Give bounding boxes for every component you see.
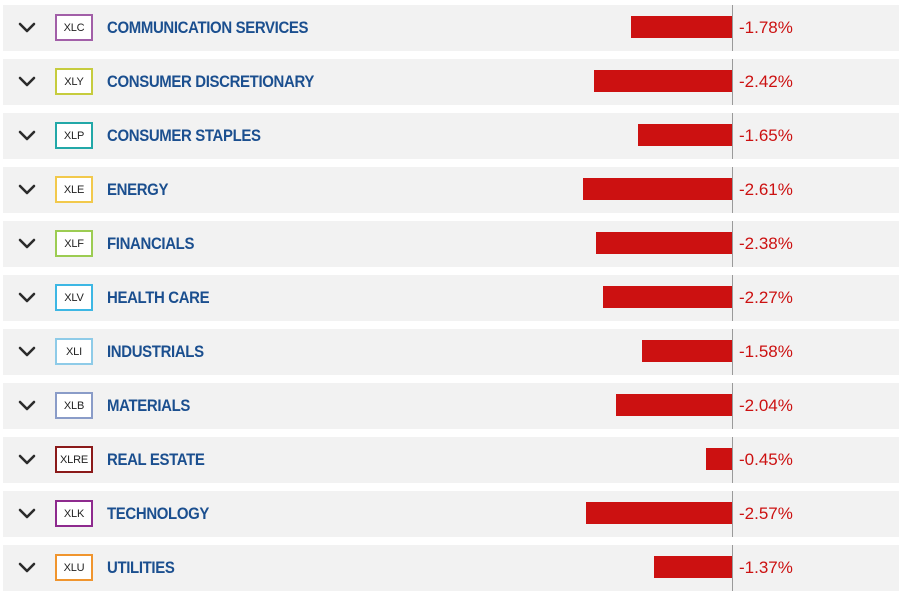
zero-axis-line [732, 437, 733, 483]
change-bar [638, 124, 732, 146]
sector-name-link[interactable]: CONSUMER DISCRETIONARY [107, 72, 314, 91]
ticker-badge: XLK [55, 500, 93, 527]
sector-name-link[interactable]: INDUSTRIALS [107, 342, 204, 361]
sector-name-link[interactable]: FINANCIALS [107, 234, 195, 253]
zero-axis-line [732, 275, 733, 321]
ticker-badge: XLV [55, 284, 93, 311]
ticker-badge: XLF [55, 230, 93, 257]
change-percent: -2.42% [739, 72, 793, 91]
sector-row[interactable]: XLB MATERIALS -2.04% [3, 383, 899, 429]
sector-name-link[interactable]: ENERGY [107, 180, 169, 199]
zero-axis-line [732, 59, 733, 105]
change-percent: -2.57% [739, 504, 793, 523]
sector-row[interactable]: XLE ENERGY -2.61% [3, 167, 899, 213]
change-bar [583, 178, 732, 200]
sector-row[interactable]: XLC COMMUNICATION SERVICES -1.78% [3, 5, 899, 51]
change-bar [654, 556, 732, 578]
ticker-badge: XLC [55, 14, 93, 41]
change-percent: -1.37% [739, 558, 793, 577]
zero-axis-line [732, 329, 733, 375]
change-percent: -1.58% [739, 342, 793, 361]
sector-name-link[interactable]: COMMUNICATION SERVICES [107, 18, 309, 37]
chevron-down-icon[interactable] [17, 180, 37, 200]
sector-name-link[interactable]: CONSUMER STAPLES [107, 126, 261, 145]
ticker-badge: XLB [55, 392, 93, 419]
zero-axis-line [732, 167, 733, 213]
change-bar [631, 16, 732, 38]
change-percent: -2.61% [739, 180, 793, 199]
change-percent: -1.78% [739, 18, 793, 37]
zero-axis-line [732, 221, 733, 267]
change-percent: -2.27% [739, 288, 793, 307]
change-bar [616, 394, 732, 416]
sector-name-link[interactable]: TECHNOLOGY [107, 504, 210, 523]
ticker-badge: XLU [55, 554, 93, 581]
change-percent: -2.04% [739, 396, 793, 415]
zero-axis-line [732, 383, 733, 429]
ticker-badge: XLI [55, 338, 93, 365]
zero-axis-line [732, 113, 733, 159]
sector-name-link[interactable]: UTILITIES [107, 558, 175, 577]
sector-row[interactable]: XLY CONSUMER DISCRETIONARY -2.42% [3, 59, 899, 105]
change-percent: -1.65% [739, 126, 793, 145]
change-percent: -2.38% [739, 234, 793, 253]
zero-axis-line [732, 5, 733, 51]
chevron-down-icon[interactable] [17, 558, 37, 578]
chevron-down-icon[interactable] [17, 450, 37, 470]
sector-row[interactable]: XLI INDUSTRIALS -1.58% [3, 329, 899, 375]
sector-row[interactable]: XLF FINANCIALS -2.38% [3, 221, 899, 267]
change-bar [642, 340, 732, 362]
sector-row[interactable]: XLP CONSUMER STAPLES -1.65% [3, 113, 899, 159]
chevron-down-icon[interactable] [17, 342, 37, 362]
chevron-down-icon[interactable] [17, 126, 37, 146]
sector-name-link[interactable]: REAL ESTATE [107, 450, 205, 469]
sector-row[interactable]: XLU UTILITIES -1.37% [3, 545, 899, 591]
ticker-badge: XLE [55, 176, 93, 203]
sector-row[interactable]: XLV HEALTH CARE -2.27% [3, 275, 899, 321]
ticker-badge: XLY [55, 68, 93, 95]
zero-axis-line [732, 491, 733, 537]
change-bar [596, 232, 732, 254]
change-bar [586, 502, 732, 524]
change-percent: -0.45% [739, 450, 793, 469]
zero-axis-line [732, 545, 733, 591]
chevron-down-icon[interactable] [17, 18, 37, 38]
sector-row[interactable]: XLRE REAL ESTATE -0.45% [3, 437, 899, 483]
chevron-down-icon[interactable] [17, 504, 37, 524]
chevron-down-icon[interactable] [17, 72, 37, 92]
change-bar [603, 286, 732, 308]
ticker-badge: XLRE [55, 446, 93, 473]
sector-name-link[interactable]: MATERIALS [107, 396, 190, 415]
sector-row[interactable]: XLK TECHNOLOGY -2.57% [3, 491, 899, 537]
chevron-down-icon[interactable] [17, 396, 37, 416]
change-bar [594, 70, 732, 92]
chevron-down-icon[interactable] [17, 288, 37, 308]
change-bar [706, 448, 732, 470]
chevron-down-icon[interactable] [17, 234, 37, 254]
ticker-badge: XLP [55, 122, 93, 149]
sector-name-link[interactable]: HEALTH CARE [107, 288, 210, 307]
